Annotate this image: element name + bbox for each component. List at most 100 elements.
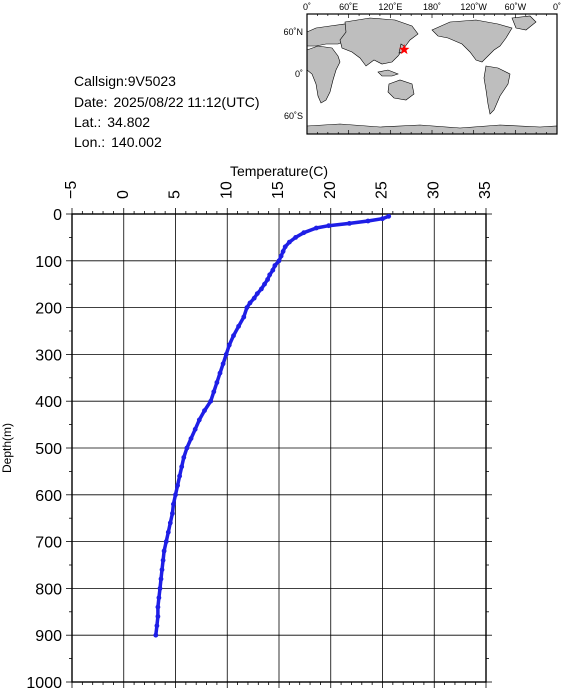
date-line: Date: 2025/08/22 11:12(UTC) bbox=[74, 94, 260, 110]
series-point bbox=[153, 632, 159, 638]
land-australia bbox=[387, 79, 415, 101]
date-value: 2025/08/22 11:12(UTC) bbox=[113, 94, 260, 110]
y-tick-label: 700 bbox=[35, 535, 62, 552]
x-tick-label: 20 bbox=[322, 181, 339, 199]
map-lon-tick-label: 60˚E bbox=[339, 2, 358, 12]
series-point bbox=[251, 295, 257, 301]
y-tick-label: 100 bbox=[35, 254, 62, 271]
series-point bbox=[226, 342, 232, 348]
world-map: 0˚ 60˚E 120˚E 180˚ 120˚W 60˚W 0˚ 60˚N 0˚ 60˚S bbox=[283, 2, 561, 135]
series-temperature bbox=[153, 213, 392, 638]
series-point bbox=[347, 221, 352, 226]
series-point bbox=[272, 263, 278, 268]
callsign-value: 9V5023 bbox=[127, 73, 176, 89]
map-lat-tick-label: 0˚ bbox=[295, 69, 303, 79]
map-lon-tick-label: 120˚W bbox=[460, 2, 487, 12]
callsign-label: Callsign: bbox=[74, 73, 128, 89]
land-north-america bbox=[431, 19, 513, 63]
y-tick-label: 800 bbox=[35, 581, 62, 598]
series-point bbox=[192, 426, 198, 432]
lat-value: 34.802 bbox=[107, 114, 151, 130]
x-tick-label: 15 bbox=[270, 181, 287, 199]
series-point bbox=[154, 623, 160, 629]
series-point bbox=[155, 604, 161, 610]
station-star-icon bbox=[399, 44, 410, 55]
series-point bbox=[254, 291, 260, 296]
series-point bbox=[265, 277, 270, 282]
y-tick-labels: 0 100 200 300 400 500 600 700 800 900 1000 bbox=[26, 207, 62, 690]
series-point bbox=[301, 230, 307, 236]
x-tick-label: 0 bbox=[115, 190, 132, 199]
series-point bbox=[244, 305, 250, 310]
lat-line: Lat.: 34.802 bbox=[74, 114, 150, 130]
series-point bbox=[217, 370, 223, 376]
series-point bbox=[161, 548, 167, 554]
series-point bbox=[159, 567, 165, 573]
lat-label: Lat.: bbox=[74, 114, 102, 130]
series-point bbox=[365, 218, 371, 224]
series-point bbox=[171, 501, 176, 507]
land-greenland bbox=[511, 15, 537, 31]
y-axis-label: Depth(m) bbox=[0, 423, 14, 473]
map-lon-labels: 0˚ 60˚E 120˚E 180˚ 120˚W 60˚W 0˚ bbox=[303, 2, 561, 12]
chart-grid bbox=[71, 213, 487, 683]
lon-value: 140.002 bbox=[111, 134, 162, 150]
series-point bbox=[220, 361, 226, 367]
series-point bbox=[236, 323, 242, 329]
y-tick-label: 200 bbox=[35, 301, 62, 318]
series-point bbox=[184, 445, 190, 451]
land-south-america bbox=[483, 65, 511, 115]
map-lon-tick-label: 60˚W bbox=[505, 2, 527, 12]
map-lon-tick-label: 0˚ bbox=[553, 2, 561, 12]
x-tick-label: 10 bbox=[218, 181, 235, 199]
callsign-line: Callsign:9V5023 bbox=[74, 73, 176, 89]
land-africa bbox=[306, 45, 341, 104]
map-lon-tick-label: 120˚E bbox=[378, 2, 402, 12]
temperature-profile-chart: −5 0 5 10 15 20 25 30 35 01002003004005006007008… bbox=[0, 163, 494, 690]
series-point bbox=[380, 216, 385, 222]
series-point bbox=[156, 595, 162, 601]
series-point bbox=[155, 614, 161, 619]
series-point bbox=[208, 398, 214, 404]
y-tick-label: 500 bbox=[35, 441, 62, 458]
series-point bbox=[270, 267, 276, 273]
series-point bbox=[160, 557, 166, 563]
map-ticks bbox=[306, 14, 558, 134]
x-tick-label: 25 bbox=[374, 181, 391, 199]
series-point bbox=[181, 455, 187, 460]
series-point bbox=[157, 586, 163, 591]
series-point bbox=[241, 314, 247, 320]
series-point bbox=[247, 300, 253, 306]
series-point bbox=[278, 253, 284, 259]
series-point bbox=[179, 464, 185, 470]
map-lat-tick-label: 60˚S bbox=[284, 111, 303, 121]
date-label: Date: bbox=[74, 94, 108, 110]
map-land bbox=[306, 15, 558, 135]
series-point bbox=[188, 436, 194, 441]
series-point bbox=[202, 408, 207, 413]
series-point bbox=[214, 380, 220, 385]
chart-frame bbox=[71, 213, 487, 683]
x-tick-label: 30 bbox=[425, 181, 442, 199]
map-lat-tick-label: 60˚N bbox=[283, 27, 303, 37]
y-tick-label: 300 bbox=[35, 347, 62, 364]
y-tick-label: 0 bbox=[53, 207, 62, 224]
series-point bbox=[177, 473, 183, 479]
lon-label: Lon.: bbox=[74, 134, 106, 150]
series-point bbox=[231, 333, 236, 339]
x-tick-label: 35 bbox=[477, 181, 494, 199]
series-point bbox=[282, 244, 288, 250]
x-tick-labels: −5 0 5 10 15 20 25 30 35 bbox=[63, 181, 494, 199]
series-point bbox=[287, 239, 292, 245]
map-lon-tick-label: 180˚ bbox=[423, 2, 441, 12]
series-point bbox=[165, 529, 171, 535]
series-point bbox=[170, 511, 175, 516]
y-tick-label: 400 bbox=[35, 394, 62, 411]
series-point bbox=[163, 539, 169, 544]
station-marker bbox=[399, 44, 410, 55]
series-point bbox=[211, 389, 217, 395]
series-point bbox=[196, 417, 202, 423]
series-point bbox=[262, 281, 267, 287]
series-point bbox=[313, 225, 319, 231]
